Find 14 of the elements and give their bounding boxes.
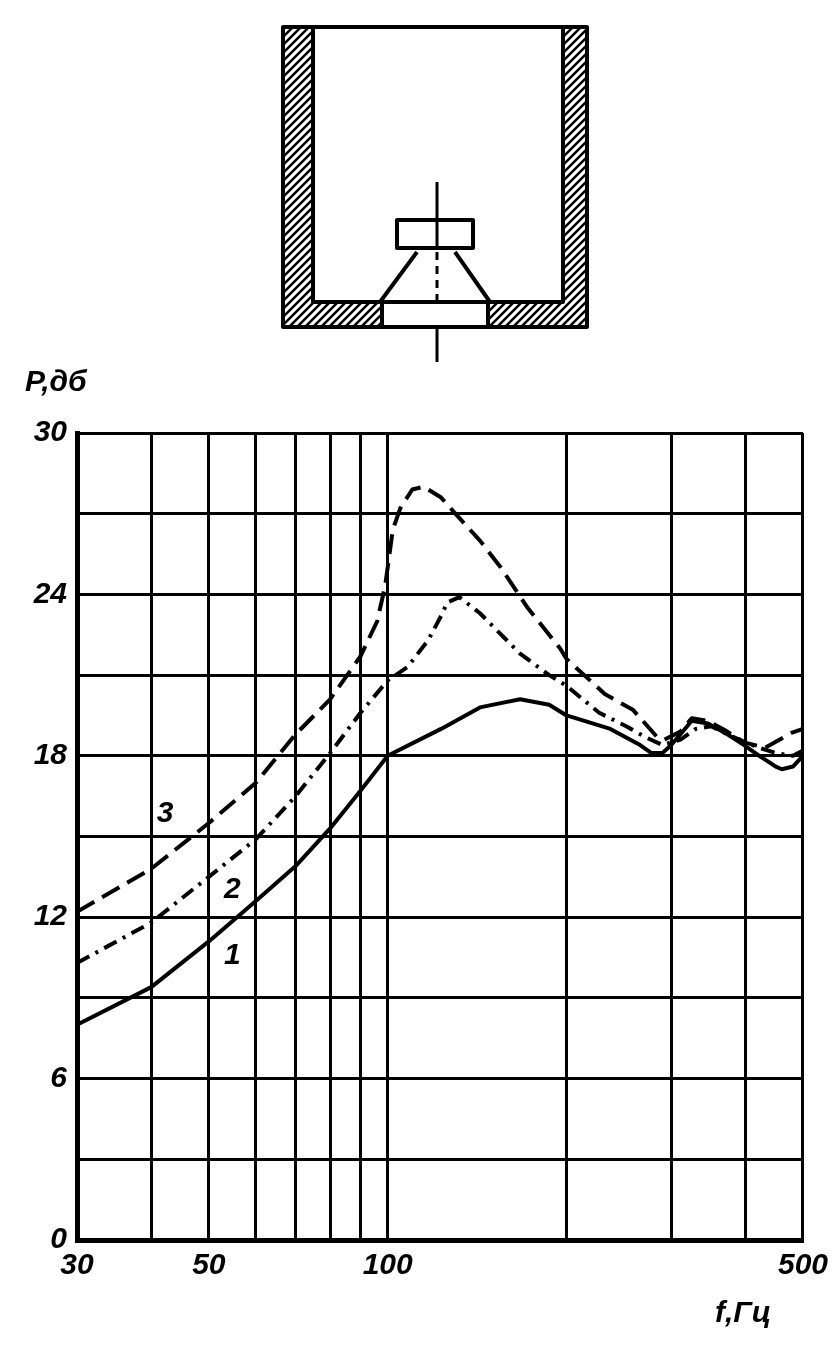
y-tick-label: 18 [33,737,68,771]
x-tick-label: 50 [192,1247,226,1281]
y-tick-label: 24 [32,575,68,609]
y-axis-title: P,дб [25,364,89,397]
x-axis-title: f,Гц [714,1295,772,1328]
series-label: 1 [223,936,241,970]
y-tick-label: 12 [33,898,68,932]
y-tick-label: 30 [33,414,68,448]
series-label: 3 [156,795,174,829]
x-tick-label: 100 [362,1247,414,1281]
y-tick-label: 6 [50,1059,68,1093]
x-tick-label: 500 [777,1247,829,1281]
series-label: 2 [222,870,241,904]
y-tick-label: 0 [50,1221,68,1255]
